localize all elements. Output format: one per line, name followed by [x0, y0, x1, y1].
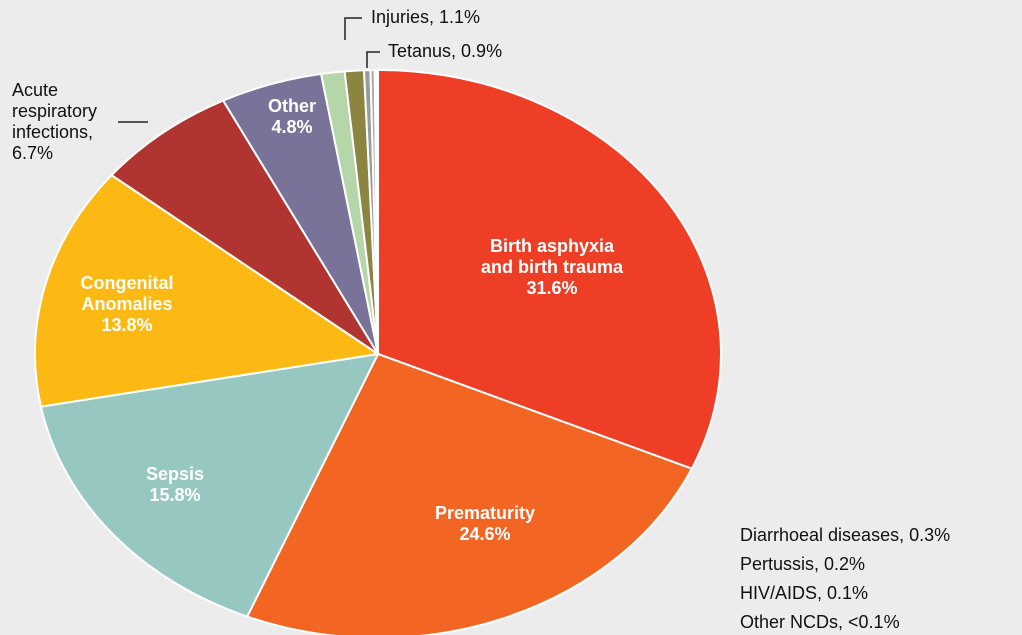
category-label: Diarrhoeal diseases,: [740, 525, 905, 545]
value-label: 13.8%: [101, 315, 153, 335]
value-label: 0.3%: [909, 525, 951, 545]
category-label: Tetanus,: [388, 41, 457, 61]
pie-slice: [377, 68, 722, 470]
category-label: Birth asphyxia and birth trauma: [480, 236, 624, 277]
slice-label: Other 4.8%: [268, 96, 316, 138]
slice-label: Prematurity 24.6%: [435, 503, 535, 545]
slice-label: Other NCDs, <0.1%: [740, 612, 900, 633]
category-label: Prematurity: [434, 503, 536, 523]
category-label: HIV/AIDS,: [740, 583, 823, 603]
category-label: Other NCDs,: [740, 612, 844, 632]
category-label: Acute respiratory infections,: [12, 80, 98, 142]
leader-line: [344, 17, 362, 40]
value-label: 0.1%: [827, 583, 869, 603]
value-label: 6.7%: [12, 143, 54, 163]
pie-slice: [34, 173, 381, 408]
value-label: 15.8%: [149, 485, 201, 505]
category-label: Pertussis,: [740, 554, 820, 574]
pie-slice: [39, 352, 380, 618]
value-label: 0.2%: [824, 554, 866, 574]
pie-slice: [245, 352, 694, 635]
category-label: Other: [267, 96, 317, 116]
value-label: 4.8%: [271, 117, 313, 137]
slice-label: HIV/AIDS, 0.1%: [740, 583, 868, 604]
slice-label: Diarrhoeal diseases, 0.3%: [740, 525, 950, 546]
value-label: 1.1%: [439, 7, 481, 27]
value-label: 0.9%: [461, 41, 503, 61]
slice-label: Injuries, 1.1%: [371, 7, 480, 28]
value-label: 31.6%: [526, 278, 578, 298]
category-label: Injuries,: [371, 7, 435, 27]
slice-label: Tetanus, 0.9%: [388, 41, 502, 62]
slices: [34, 68, 722, 635]
value-label: 24.6%: [459, 524, 511, 544]
value-label: <0.1%: [848, 612, 900, 632]
pie-slice: [110, 99, 379, 355]
slice-label: Acute respiratory infections, 6.7%: [12, 80, 97, 164]
slice-label: Congenital Anomalies 13.8%: [81, 273, 174, 336]
slice-label: Birth asphyxia and birth trauma 31.6%: [481, 236, 623, 299]
slice-label: Pertussis, 0.2%: [740, 554, 865, 575]
leader-line: [366, 51, 380, 68]
pie-slice: [375, 68, 379, 355]
category-label: Congenital Anomalies: [80, 273, 174, 314]
slice-label: Sepsis 15.8%: [146, 464, 204, 506]
category-label: Sepsis: [145, 464, 205, 484]
